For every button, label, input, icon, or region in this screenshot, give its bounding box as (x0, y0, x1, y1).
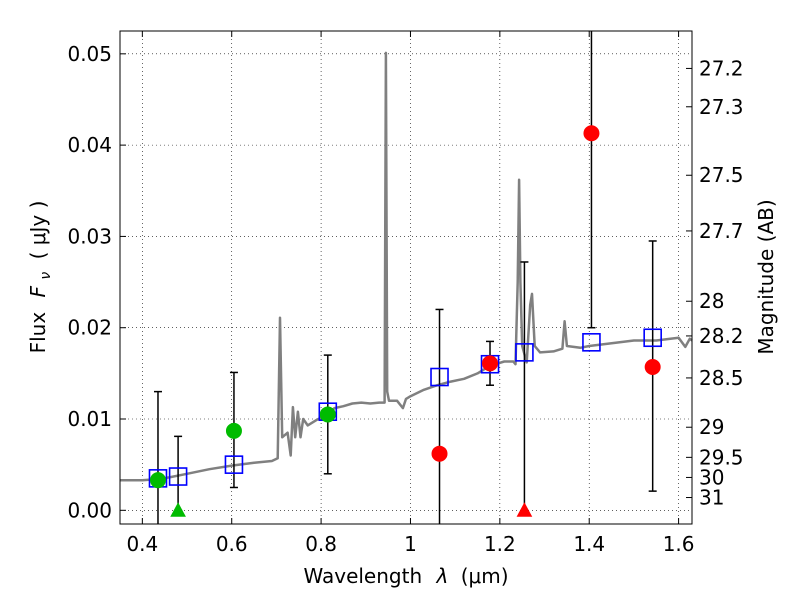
x-axis-label: Wavelength λ (μm) (303, 564, 508, 588)
observed-point (319, 406, 336, 423)
y-tick-label: 0.05 (67, 42, 112, 66)
magnitude-axis-label: Magnitude (AB) (754, 199, 778, 354)
magnitude-tick-label: 27.5 (699, 163, 744, 187)
y-tick-label: 0.00 (67, 498, 112, 522)
x-axis-label-unit: (μm) (461, 564, 509, 588)
magnitude-tick-label: 28.2 (699, 324, 744, 348)
observed-point (149, 472, 166, 489)
magnitude-tick-label: 28 (699, 289, 724, 313)
magnitude-tick-label: 31 (699, 486, 724, 510)
magnitude-tick-label: 28.5 (699, 366, 744, 390)
model-photometry-square (582, 333, 601, 352)
x-tick-label: 0.8 (305, 532, 337, 556)
x-axis-label-text: Wavelength (303, 564, 422, 588)
y-axis-label-subscript: ν (38, 272, 54, 280)
y-axis-label-text: Flux (26, 312, 50, 354)
markers (148, 125, 662, 517)
magnitude-tick-label: 27.3 (699, 95, 744, 119)
x-tick-label: 1.4 (573, 532, 605, 556)
model-spectrum (120, 51, 693, 482)
magnitude-tick-label: 29.5 (699, 445, 744, 469)
upper-limit-triangle (170, 502, 186, 517)
model-photometry-square (430, 367, 449, 387)
y-axis-label-unit: ( μJy ) (26, 201, 50, 260)
observed-point (644, 358, 661, 375)
x-tick-label: 0.6 (216, 532, 248, 556)
model-photometry-square (643, 328, 662, 348)
x-tick-label: 1 (404, 532, 417, 556)
y-axis-label: Flux F ν ( μJy ) (26, 201, 55, 354)
magnitude-tick-label: 27.7 (699, 219, 744, 243)
x-tick-label: 0.4 (126, 532, 158, 556)
y-tick-label: 0.02 (67, 316, 112, 340)
x-tick-labels: 0.4 0.6 0.8 1 1.2 1.4 1.6 (126, 532, 694, 556)
observed-point (482, 355, 499, 372)
model-photometry-square (515, 343, 534, 362)
y-tick-label: 0.04 (67, 133, 112, 157)
upper-limit-triangle (516, 502, 533, 517)
x-tick-label: 1.2 (484, 532, 516, 556)
observed-point (583, 125, 600, 142)
magnitude-tick-label: 30 (699, 465, 724, 489)
observed-point (225, 422, 242, 439)
magnitude-tick-label: 27.2 (699, 56, 744, 80)
gridlines (120, 31, 692, 524)
error-bars (153, 31, 657, 524)
y-tick-label: 0.03 (67, 224, 112, 248)
magnitude-tick-label: 29 (699, 415, 724, 439)
plot-frame (119, 30, 693, 525)
model-photometry-square (168, 467, 188, 486)
y-tick-labels: 0.00 0.01 0.02 0.03 0.04 0.05 (67, 42, 112, 522)
model-spectrum-line (120, 51, 693, 482)
y-axis-label-symbol: F (26, 285, 50, 297)
model-photometry-square (224, 455, 244, 474)
observed-point (431, 445, 448, 462)
x-axis-label-symbol: λ (436, 564, 449, 588)
y-tick-label: 0.01 (67, 407, 112, 431)
axis-ticks (120, 31, 692, 524)
x-tick-label: 1.6 (663, 532, 695, 556)
